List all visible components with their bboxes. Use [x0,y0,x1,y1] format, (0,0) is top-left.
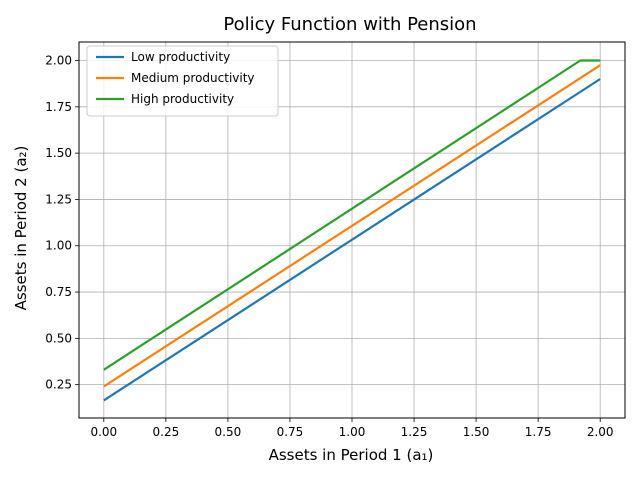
x-tick-label: 0.25 [153,425,180,439]
y-tick-label: 0.75 [45,285,72,299]
x-tick-label: 0.50 [215,425,242,439]
y-tick-label: 2.00 [45,54,72,68]
series-line [103,64,601,388]
x-tick-label: 1.25 [401,425,428,439]
y-axis-label: Assets in Period 2 (a₂) [12,146,30,311]
x-tick-label: 2.00 [587,425,614,439]
legend-label: Low productivity [131,50,230,64]
y-tick-label: 1.75 [45,100,72,114]
x-tick-label: 1.75 [525,425,552,439]
y-tick-label: 0.25 [45,378,72,392]
series-line [103,78,601,402]
y-tick-label: 0.50 [45,331,72,345]
y-tick-label: 1.50 [45,146,72,160]
x-tick-label: 1.50 [463,425,490,439]
y-tick-label: 1.00 [45,239,72,253]
x-tick-label: 0.00 [90,425,117,439]
chart-title: Policy Function with Pension [223,14,476,35]
x-axis-label: Assets in Period 1 (a₁) [269,446,434,464]
series-lines [103,59,601,402]
y-tick-label: 1.25 [45,192,72,206]
x-tick-label: 0.75 [277,425,304,439]
axis-ticks: 0.00 0.25 0.50 0.75 1.00 1.25 1.50 1.75 2.00 0.25… [45,54,613,439]
legend-label: Medium productivity [131,71,255,85]
legend-label: High productivity [131,92,234,106]
x-tick-label: 1.00 [339,425,366,439]
legend-box [86,45,279,117]
series-line [103,59,601,371]
legend: Low productivity Medium productivity High … [86,45,279,117]
